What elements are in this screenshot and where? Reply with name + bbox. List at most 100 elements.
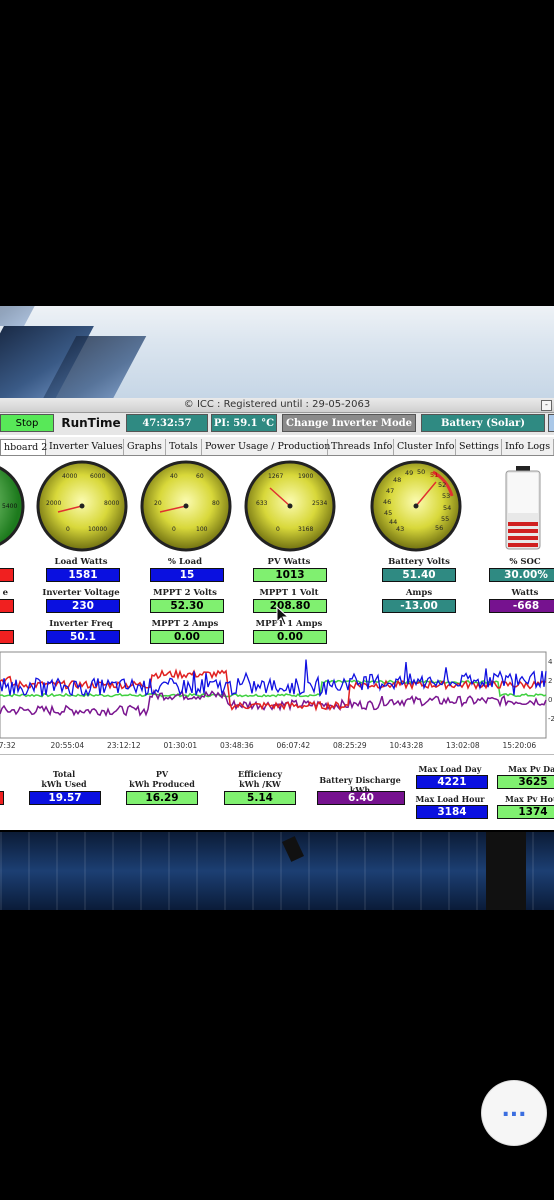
svg-text:1900: 1900 bbox=[298, 473, 313, 480]
battery-volts-value: 51.40 bbox=[382, 568, 456, 582]
more-options-button[interactable]: ... bbox=[482, 1081, 546, 1145]
gauge-pv-watts: 1267 1900 633 2534 0 3168 bbox=[244, 460, 336, 552]
svg-text:0: 0 bbox=[66, 526, 70, 533]
svg-text:43: 43 bbox=[396, 525, 404, 533]
toolbar-overflow-button[interactable] bbox=[548, 414, 554, 432]
x-tick-label: 01:30:01 bbox=[164, 741, 198, 750]
tab-threads-info[interactable]: Threads Info bbox=[328, 439, 394, 455]
svg-text:5400: 5400 bbox=[2, 503, 17, 510]
tab-info-logs[interactable]: Info Logs bbox=[502, 439, 554, 455]
svg-text:8000: 8000 bbox=[104, 500, 119, 507]
gauge-battery-volts: 49 50 51 48 52 47 53 46 54 45 55 44 56 4… bbox=[370, 460, 462, 552]
load-watts-value: 1581 bbox=[46, 568, 120, 582]
max-load-hour-value: 3184 bbox=[416, 805, 488, 819]
svg-text:20: 20 bbox=[154, 500, 162, 507]
tab-settings[interactable]: Settings bbox=[456, 439, 502, 455]
left-cut-stat bbox=[0, 791, 4, 805]
mppt1-amps-value: 0.00 bbox=[253, 630, 327, 644]
stop-button[interactable]: Stop bbox=[0, 414, 54, 432]
svg-text:46: 46 bbox=[383, 498, 391, 506]
mppt1-volt-value: 208.80 bbox=[253, 599, 327, 613]
runtime-value: 47:32:57 bbox=[126, 414, 208, 432]
svg-text:54: 54 bbox=[443, 504, 451, 512]
amps-value: -13.00 bbox=[382, 599, 456, 613]
svg-text:633: 633 bbox=[256, 500, 268, 507]
x-tick-label: 20:55:04 bbox=[51, 741, 85, 750]
mppt1-volt-label: MPPT 1 Volt bbox=[259, 588, 319, 598]
amps-label: Amps bbox=[405, 588, 433, 598]
x-tick-label: 08:25:29 bbox=[333, 741, 367, 750]
x-tick-label: 06:07:42 bbox=[277, 741, 311, 750]
max-pv-day-label: Max Pv Day bbox=[508, 764, 554, 774]
y-tick-label: 0 bbox=[548, 696, 552, 704]
gauge-load-watts: 4000 6000 2000 8000 0 10000 bbox=[36, 460, 128, 552]
svg-text:48: 48 bbox=[393, 476, 401, 484]
inverter-voltage-label: Inverter Voltage bbox=[42, 588, 120, 598]
pv-kwh-produced-value: 16.29 bbox=[126, 791, 198, 805]
svg-text:55: 55 bbox=[441, 515, 449, 523]
chart-series-line-0 bbox=[0, 659, 547, 698]
toolbar: Stop RunTime 47:32:57 PI: 59.1 °C Change… bbox=[0, 413, 554, 435]
svg-text:60: 60 bbox=[196, 473, 204, 480]
gauge-percent-load: 40 60 20 80 0 100 bbox=[140, 460, 232, 552]
pv-kwh-produced-label: PV kWh Produced bbox=[129, 769, 195, 789]
battery-icon bbox=[505, 466, 541, 550]
max-load-day-label: Max Load Day bbox=[418, 764, 482, 774]
window-title: © ICC : Registered until : 29-05-2063 bbox=[183, 399, 371, 410]
change-inverter-mode-button[interactable]: Change Inverter Mode bbox=[282, 414, 416, 432]
svg-text:100: 100 bbox=[196, 526, 208, 533]
svg-text:47: 47 bbox=[386, 487, 394, 495]
minimize-button[interactable]: - bbox=[541, 400, 552, 411]
x-tick-label: 03:48:36 bbox=[220, 741, 254, 750]
runtime-label: RunTime bbox=[58, 414, 124, 432]
svg-text:80: 80 bbox=[212, 500, 220, 507]
y-tick-label: 2 bbox=[548, 677, 552, 685]
max-pv-hour-value: 1374 bbox=[497, 805, 554, 819]
tab-dashboard-2[interactable]: hboard 2 bbox=[0, 439, 47, 455]
svg-text:49: 49 bbox=[405, 469, 413, 477]
tab-power-usage[interactable]: Power Usage / Production bbox=[202, 439, 330, 455]
max-load-hour-label: Max Load Hour bbox=[415, 794, 485, 804]
efficiency-label: Efficiency kWh /KW bbox=[237, 769, 283, 789]
soc-label: % SOC bbox=[509, 557, 541, 567]
mppt2-amps-value: 0.00 bbox=[150, 630, 224, 644]
svg-text:0: 0 bbox=[276, 526, 280, 533]
svg-text:52: 52 bbox=[438, 481, 446, 489]
efficiency-value: 5.14 bbox=[224, 791, 296, 805]
pct-load-value: 15 bbox=[150, 568, 224, 582]
svg-text:0: 0 bbox=[172, 526, 176, 533]
x-tick-label: 23:12:12 bbox=[107, 741, 141, 750]
tab-bar: hboard 2 Inverter Values Graphs Totals P… bbox=[0, 437, 554, 456]
tab-inverter-values[interactable]: Inverter Values bbox=[46, 439, 124, 455]
x-tick-label: 10:43:28 bbox=[390, 741, 424, 750]
svg-text:2000: 2000 bbox=[46, 500, 61, 507]
svg-text:53: 53 bbox=[442, 492, 450, 500]
total-kwh-used-label: Total kWh Used bbox=[41, 769, 87, 789]
window-titlebar: © ICC : Registered until : 29-05-2063 - bbox=[0, 398, 554, 413]
inverter-voltage-value: 230 bbox=[46, 599, 120, 613]
svg-text:2534: 2534 bbox=[312, 500, 327, 507]
pi-temperature: PI: 59.1 °C bbox=[211, 414, 277, 432]
svg-text:56: 56 bbox=[435, 524, 443, 532]
total-kwh-used-value: 19.57 bbox=[29, 791, 101, 805]
svg-text:6000: 6000 bbox=[90, 473, 105, 480]
svg-text:1267: 1267 bbox=[268, 473, 283, 480]
soc-value: 30.00% bbox=[489, 568, 554, 582]
mppt2-volts-value: 52.30 bbox=[150, 599, 224, 613]
pct-load-label: % Load bbox=[167, 557, 203, 567]
svg-text:3168: 3168 bbox=[298, 526, 313, 533]
load-watts-label: Load Watts bbox=[54, 557, 108, 567]
gauges-row: 5400 4000 6000 2000 8000 0 10000 40 60 2… bbox=[0, 460, 541, 552]
watts-label: Watts bbox=[511, 588, 539, 598]
svg-text:40: 40 bbox=[170, 473, 178, 480]
y-tick-label: 4 bbox=[548, 658, 553, 666]
svg-text:4000: 4000 bbox=[62, 473, 77, 480]
chart-series-line-3 bbox=[0, 679, 547, 698]
battery-volts-label: Battery Volts bbox=[388, 557, 450, 567]
tab-graphs[interactable]: Graphs bbox=[124, 439, 166, 455]
tab-cluster-info[interactable]: Cluster Info bbox=[394, 439, 456, 455]
tab-totals[interactable]: Totals bbox=[166, 439, 202, 455]
x-tick-label: 15:20:06 bbox=[503, 741, 537, 750]
left-cut-value-2 bbox=[0, 599, 14, 613]
battery-discharge-label: Battery Discharge kWh bbox=[319, 775, 401, 795]
